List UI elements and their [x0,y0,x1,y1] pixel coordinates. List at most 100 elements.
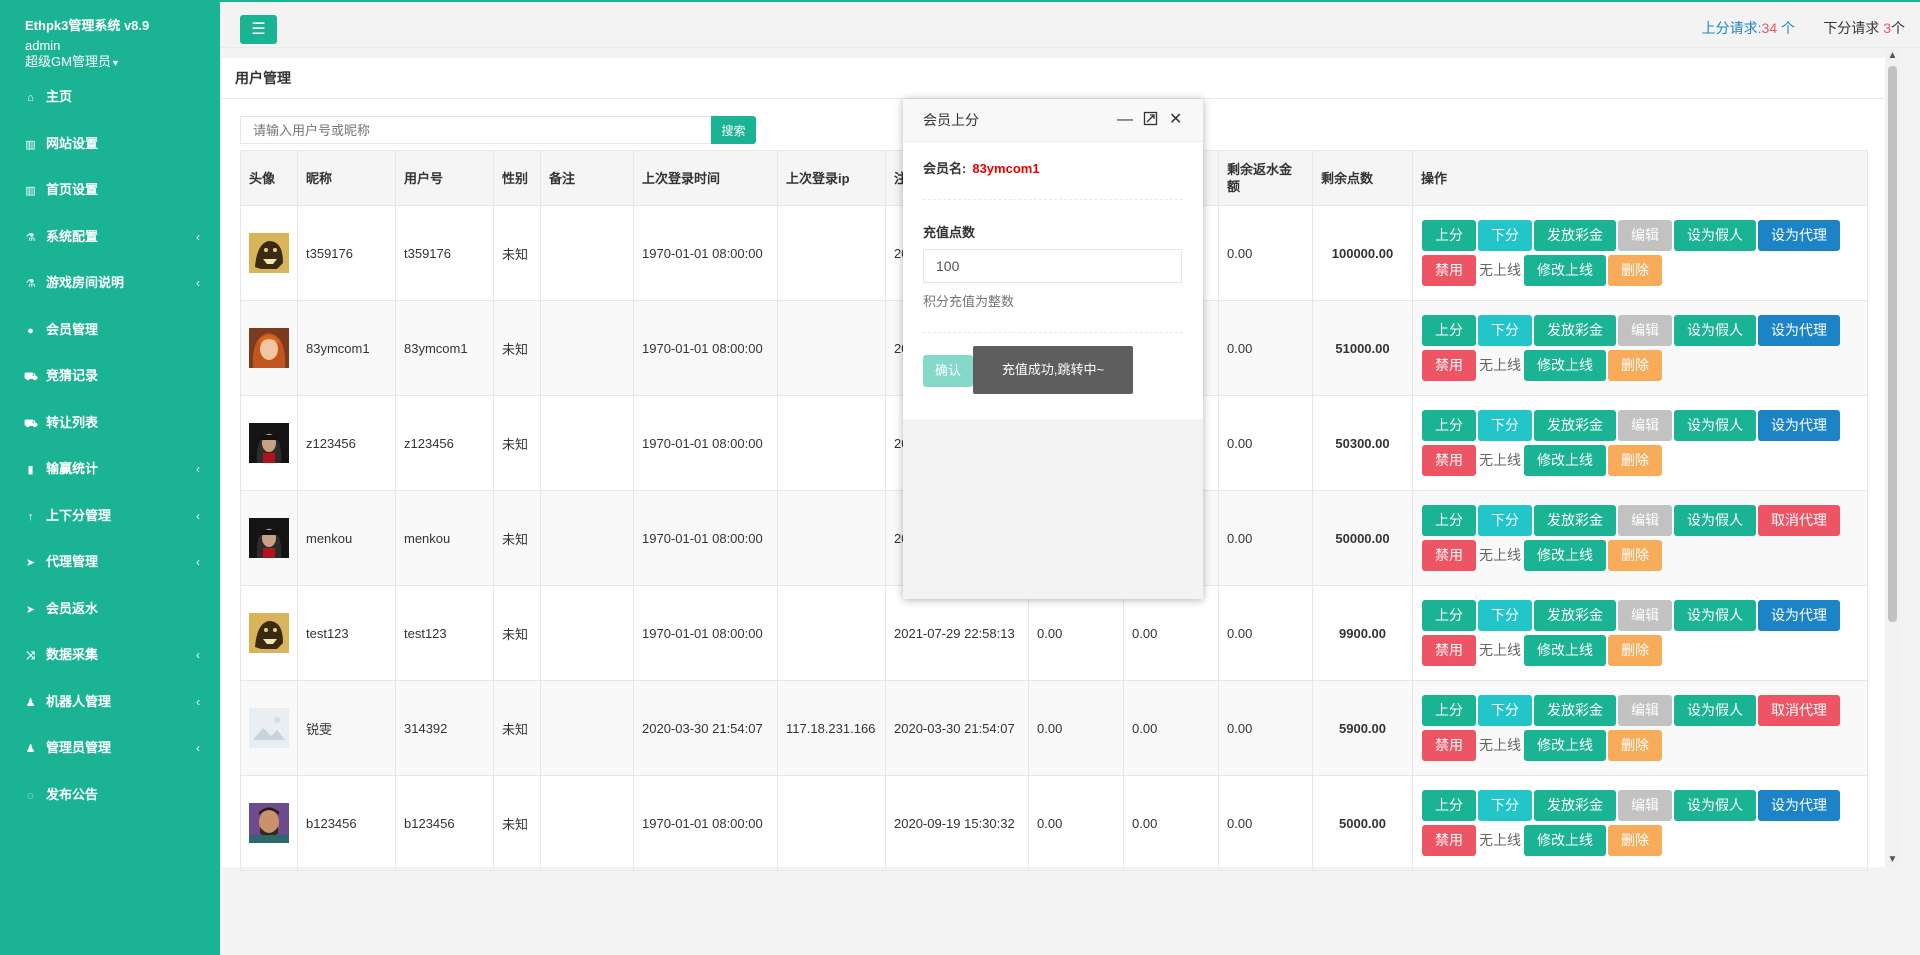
delete-button[interactable]: 删除 [1608,255,1662,286]
set-fake-button[interactable]: 设为假人 [1674,410,1756,441]
ban-button[interactable]: 禁用 [1422,635,1476,666]
lottery-bonus-button[interactable]: 发放彩金 [1534,695,1616,726]
close-icon[interactable]: ✕ [1169,111,1183,128]
lottery-bonus-button[interactable]: 发放彩金 [1534,410,1616,441]
sidebar-item-8[interactable]: ▮ 输赢统计 ‹ [0,446,220,493]
down-request-link[interactable]: 下分请求 3个 [1823,18,1905,38]
chevron-left-icon: ‹ [196,741,200,755]
up-points-button[interactable]: 上分 [1422,695,1476,726]
agent-button[interactable]: 设为代理 [1758,790,1840,821]
ban-button[interactable]: 禁用 [1422,445,1476,476]
sidebar-item-11[interactable]: ➤ 会员返水 [0,586,220,633]
down-points-button[interactable]: 下分 [1478,790,1532,821]
ban-button[interactable]: 禁用 [1422,350,1476,381]
menu-toggle-button[interactable]: ☰ [240,15,277,44]
ban-button[interactable]: 禁用 [1422,730,1476,761]
edit-button[interactable]: 编辑 [1618,790,1672,821]
delete-button[interactable]: 删除 [1608,350,1662,381]
edit-button[interactable]: 编辑 [1618,695,1672,726]
scroll-up-icon[interactable]: ▲ [1887,50,1898,61]
change-upline-button[interactable]: 修改上线 [1524,825,1606,856]
agent-button[interactable]: 取消代理 [1758,505,1840,536]
confirm-button[interactable]: 确认 [923,355,973,387]
role-dropdown[interactable]: 超级GM管理员▼ [25,54,220,71]
set-fake-button[interactable]: 设为假人 [1674,505,1756,536]
sidebar-item-14[interactable]: ♟ 管理员管理 ‹ [0,725,220,772]
change-upline-button[interactable]: 修改上线 [1524,445,1606,476]
set-fake-button[interactable]: 设为假人 [1674,600,1756,631]
sidebar-item-13[interactable]: ♟ 机器人管理 ‹ [0,679,220,726]
lottery-bonus-button[interactable]: 发放彩金 [1534,790,1616,821]
agent-button[interactable]: 设为代理 [1758,315,1840,346]
set-fake-button[interactable]: 设为假人 [1674,695,1756,726]
modal-footer-area [903,419,1203,599]
up-points-button[interactable]: 上分 [1422,220,1476,251]
sidebar-item-0[interactable]: ⌂ 主页 [0,74,220,121]
agent-button[interactable]: 设为代理 [1758,410,1840,441]
agent-button[interactable]: 取消代理 [1758,695,1840,726]
points-input[interactable]: 100 [923,249,1182,283]
agent-button[interactable]: 设为代理 [1758,600,1840,631]
sidebar-item-9[interactable]: ↑ 上下分管理 ‹ [0,493,220,540]
lottery-bonus-button[interactable]: 发放彩金 [1534,315,1616,346]
sidebar-item-4[interactable]: ⚗ 游戏房间说明 ‹ [0,260,220,307]
delete-button[interactable]: 删除 [1608,730,1662,761]
search-button[interactable]: 搜索 [711,116,756,144]
change-upline-button[interactable]: 修改上线 [1524,730,1606,761]
sidebar: Ethpk3管理系统 v8.9 admin 超级GM管理员▼ ⌂ 主页 ▥ 网站设置 ▥… [0,0,220,955]
sidebar-item-15[interactable]: ◌ 发布公告 [0,772,220,819]
lottery-bonus-button[interactable]: 发放彩金 [1534,505,1616,536]
maximize-icon[interactable] [1143,99,1158,141]
lottery-bonus-button[interactable]: 发放彩金 [1534,220,1616,251]
delete-button[interactable]: 删除 [1608,825,1662,856]
set-fake-button[interactable]: 设为假人 [1674,790,1756,821]
delete-button[interactable]: 删除 [1608,635,1662,666]
delete-button[interactable]: 删除 [1608,445,1662,476]
up-points-button[interactable]: 上分 [1422,315,1476,346]
sidebar-item-6[interactable]: ⛟ 竞猜记录 [0,353,220,400]
up-request-link[interactable]: 上分请求:34 个 [1702,18,1795,38]
sidebar-item-3[interactable]: ⚗ 系统配置 ‹ [0,214,220,261]
lottery-bonus-button[interactable]: 发放彩金 [1534,600,1616,631]
down-points-button[interactable]: 下分 [1478,695,1532,726]
search-input[interactable] [240,116,715,144]
sidebar-item-5[interactable]: ● 会员管理 [0,307,220,354]
minimize-icon[interactable]: — [1117,111,1133,128]
scroll-down-icon[interactable]: ▼ [1887,854,1898,865]
scroll-thumb[interactable] [1888,66,1897,622]
sidebar-item-2[interactable]: ▥ 首页设置 [0,167,220,214]
down-points-button[interactable]: 下分 [1478,410,1532,441]
column-header: 剩余点数 [1312,150,1413,206]
ban-button[interactable]: 禁用 [1422,825,1476,856]
edit-button[interactable]: 编辑 [1618,315,1672,346]
down-points-button[interactable]: 下分 [1478,600,1532,631]
ban-button[interactable]: 禁用 [1422,255,1476,286]
sidebar-item-12[interactable]: ⤨ 数据采集 ‹ [0,632,220,679]
up-points-button[interactable]: 上分 [1422,790,1476,821]
set-fake-button[interactable]: 设为假人 [1674,220,1756,251]
down-points-button[interactable]: 下分 [1478,220,1532,251]
page-scrollbar[interactable]: ▲ ▼ [1885,48,1900,867]
change-upline-button[interactable]: 修改上线 [1524,255,1606,286]
sidebar-item-7[interactable]: ⛟ 转让列表 [0,400,220,447]
down-points-button[interactable]: 下分 [1478,505,1532,536]
app-title: Ethpk3管理系统 v8.9 [25,18,150,33]
edit-button[interactable]: 编辑 [1618,505,1672,536]
edit-button[interactable]: 编辑 [1618,410,1672,441]
delete-button[interactable]: 删除 [1608,540,1662,571]
sidebar-item-1[interactable]: ▥ 网站设置 [0,121,220,168]
up-points-button[interactable]: 上分 [1422,600,1476,631]
change-upline-button[interactable]: 修改上线 [1524,540,1606,571]
edit-button[interactable]: 编辑 [1618,600,1672,631]
ban-button[interactable]: 禁用 [1422,540,1476,571]
table-row: test123 test123 未知 1970-01-01 08:00:00 2021-… [240,585,1868,681]
sidebar-item-10[interactable]: ➤ 代理管理 ‹ [0,539,220,586]
change-upline-button[interactable]: 修改上线 [1524,635,1606,666]
edit-button[interactable]: 编辑 [1618,220,1672,251]
change-upline-button[interactable]: 修改上线 [1524,350,1606,381]
set-fake-button[interactable]: 设为假人 [1674,315,1756,346]
agent-button[interactable]: 设为代理 [1758,220,1840,251]
up-points-button[interactable]: 上分 [1422,505,1476,536]
down-points-button[interactable]: 下分 [1478,315,1532,346]
up-points-button[interactable]: 上分 [1422,410,1476,441]
